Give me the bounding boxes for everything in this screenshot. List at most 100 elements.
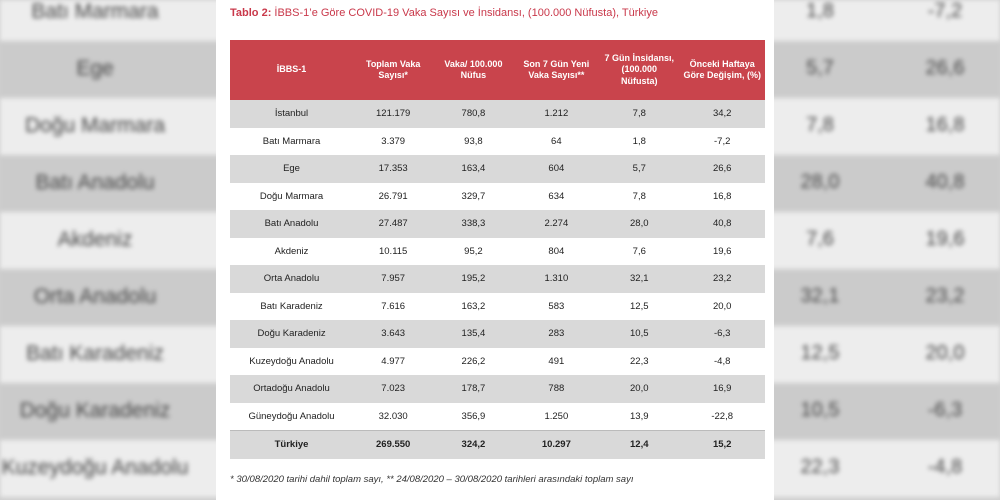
table-cell: Batı Anadolu	[230, 210, 354, 238]
table-row: Ortadoğu Anadolu 7.023 178,7 788 20,0 16,9	[230, 375, 765, 403]
table-cell: 10.115	[353, 237, 434, 265]
table-cell: 93,8	[433, 127, 514, 155]
table-cell: 17.353	[353, 155, 434, 183]
table-row: Doğu Karadeniz 3.643 135,4 283 10,5 -6,3	[230, 320, 765, 348]
table-cell: 1.310	[513, 265, 600, 293]
table-cell: 329,7	[433, 182, 514, 210]
table-cell: 163,4	[433, 155, 514, 183]
bg-row-value: 23,2	[925, 285, 965, 307]
table-cell: Güneydoğu Anadolu	[230, 402, 354, 431]
table-row: Kuzeydoğu Anadolu 4.977 226,2 491 22,3 -4,8	[230, 347, 765, 375]
table-cell: 7.023	[353, 375, 434, 403]
table-cell: 135,4	[433, 320, 514, 348]
table-cell: 3.379	[353, 127, 434, 155]
total-cell: 15,2	[679, 430, 765, 459]
table-cell: 4.977	[353, 347, 434, 375]
table-cell: -6,3	[679, 320, 765, 348]
table-footnote: * 30/08/2020 tarihi dahil toplam sayı, *…	[230, 474, 634, 485]
table-row: Batı Anadolu 27.487 338,3 2.274 28,0 40,8	[230, 210, 765, 238]
table-row: Batı Karadeniz 7.616 163,2 583 12,5 20,0	[230, 292, 765, 320]
table-row: Orta Anadolu 7.957 195,2 1.310 32,1 23,2	[230, 265, 765, 293]
table-cell: 20,0	[679, 292, 765, 320]
bg-row-name: Batı Karadeniz	[26, 342, 164, 365]
header-cell: Vaka/ 100.000 Nüfus	[433, 40, 514, 100]
table-cell: 95,2	[433, 237, 514, 265]
table-cell: 634	[513, 182, 600, 210]
bg-row-value: 12,5	[800, 342, 840, 364]
table-cell: Doğu Marmara	[230, 182, 354, 210]
table-row: Akdeniz 10.115 95,2 804 7,6 19,6	[230, 237, 765, 265]
header-cell: İBBS-1	[230, 40, 354, 100]
table-cell: Ege	[230, 155, 354, 183]
total-cell: 10.297	[513, 430, 600, 459]
table-cell: 283	[513, 320, 600, 348]
table-cell: 26.791	[353, 182, 434, 210]
table-row: Güneydoğu Anadolu 32.030 356,9 1.250 13,9 -22…	[230, 402, 765, 431]
bg-row-value: 10,5	[800, 399, 840, 421]
table-cell: Akdeniz	[230, 237, 354, 265]
table-cell: 32.030	[353, 402, 434, 431]
table-cell: 13,9	[599, 402, 680, 431]
table-cell: 3.643	[353, 320, 434, 348]
table-cell: 226,2	[433, 347, 514, 375]
table-caption: Tablo 2: İBBS-1’e Göre COVID-19 Vaka Say…	[230, 7, 658, 19]
table-cell: 23,2	[679, 265, 765, 293]
table-cell: 16,8	[679, 182, 765, 210]
bg-row-name: Orta Anadolu	[33, 285, 157, 308]
table-cell: 7,6	[599, 237, 680, 265]
table-cell: 27.487	[353, 210, 434, 238]
table-cell: İstanbul	[230, 100, 354, 128]
table-cell: 1.250	[513, 402, 600, 431]
bg-row-value: 1,8	[806, 0, 834, 22]
table-cell: 1.212	[513, 100, 600, 128]
bg-row-name: Batı Marmara	[31, 0, 159, 23]
table-cell: 10,5	[599, 320, 680, 348]
bg-row-value: 5,7	[806, 57, 834, 79]
header-cell: Son 7 Gün Yeni Vaka Sayısı**	[513, 40, 600, 100]
caption-label: Tablo 2:	[230, 7, 272, 19]
total-cell: Türkiye	[230, 430, 354, 459]
bg-row-value: 32,1	[800, 285, 840, 307]
bg-row-name: Batı Anadolu	[35, 171, 155, 194]
table-cell: 7,8	[599, 182, 680, 210]
table-cell: 1,8	[599, 127, 680, 155]
table-cell: 26,6	[679, 155, 765, 183]
table-cell: 7.616	[353, 292, 434, 320]
table-cell: 40,8	[679, 210, 765, 238]
table-cell: Doğu Karadeniz	[230, 320, 354, 348]
table-cell: Orta Anadolu	[230, 265, 354, 293]
table-cell: -4,8	[679, 347, 765, 375]
bg-row-name: Doğu Marmara	[24, 114, 166, 137]
bg-row-value: 7,8	[806, 114, 834, 136]
table-cell: 163,2	[433, 292, 514, 320]
table-cell: 788	[513, 375, 600, 403]
header-cell: Önceki Haftaya Göre Değişim, (%)	[679, 40, 765, 100]
table-cell: 16,9	[679, 375, 765, 403]
table-cell: Batı Marmara	[230, 127, 354, 155]
table-cell: 22,3	[599, 347, 680, 375]
bg-row-name: Doğu Karadeniz	[19, 399, 171, 422]
bg-row-value: 7,6	[806, 228, 834, 250]
table-cell: 178,7	[433, 375, 514, 403]
table-cell: 491	[513, 347, 600, 375]
table-cell: -7,2	[679, 127, 765, 155]
table-cell: 34,2	[679, 100, 765, 128]
table-cell: 195,2	[433, 265, 514, 293]
table-cell: 32,1	[599, 265, 680, 293]
table-cell: 5,7	[599, 155, 680, 183]
table-cell: Ortadoğu Anadolu	[230, 375, 354, 403]
table-row: Batı Marmara 3.379 93,8 64 1,8 -7,2	[230, 127, 765, 155]
bg-row-value: -6,3	[927, 399, 963, 421]
total-row: Türkiye 269.550 324,2 10.297 12,4 15,2	[230, 430, 765, 459]
table-cell: 338,3	[433, 210, 514, 238]
bg-row-value: 40,8	[925, 171, 965, 193]
bg-row-name: Ege	[76, 57, 114, 80]
total-cell: 324,2	[433, 430, 514, 459]
table-cell: 7,8	[599, 100, 680, 128]
table-cell: 28,0	[599, 210, 680, 238]
table-cell: 583	[513, 292, 600, 320]
table-cell: 604	[513, 155, 600, 183]
table-cell: 7.957	[353, 265, 434, 293]
table-row: Doğu Marmara 26.791 329,7 634 7,8 16,8	[230, 182, 765, 210]
bg-row-value: -7,2	[927, 0, 963, 22]
